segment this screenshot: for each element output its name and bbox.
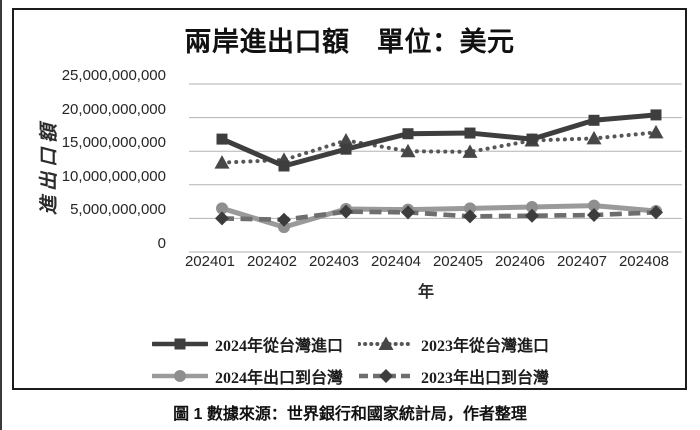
legend-marker-solid-circle-icon — [152, 370, 208, 382]
x-tick-label: 202403 — [308, 253, 360, 270]
y-tick-label: 25,000,000,000 — [61, 67, 166, 84]
legend-marker-dashed-diamond-icon — [359, 369, 413, 383]
legend-marker-dotted-triangle-icon — [358, 336, 414, 350]
legend-label-2023-import: 2023年從台灣進口 — [421, 338, 550, 355]
y-tick-label: 0 — [157, 235, 166, 252]
legend-label-2024-export: 2024年出口到台灣 — [215, 370, 344, 387]
y-tick-label: 5,000,000,000 — [70, 201, 166, 219]
x-tick-label: 202401 — [184, 253, 236, 270]
line-chart-plot-area — [189, 83, 682, 253]
figure-caption: 圖 1 數據來源：世界銀行和國家統計局，作者整理 — [173, 406, 527, 423]
y-axis-tick-labels: 25,000,000,000 20,000,000,000 15,000,000,0… — [42, 10, 166, 310]
legend-item-2024-export: 2024年出口到台灣 — [152, 362, 358, 390]
y-tick-label: 15,000,000,000 — [61, 134, 166, 152]
x-tick-label: 202406 — [494, 253, 546, 270]
chart-legend: 2024年從台灣進口 2023年從台灣進口 2024年出口到台灣 2023年出口… — [152, 330, 549, 390]
x-tick-label: 202405 — [432, 253, 484, 270]
legend-item-2023-import: 2023年從台灣進口 — [358, 330, 549, 358]
x-tick-label: 202407 — [556, 253, 608, 270]
x-tick-label: 202402 — [246, 253, 298, 270]
x-axis-tick-labels: 202401 202402 202403 202404 202405 202406 2024… — [14, 253, 700, 271]
y-tick-label: 10,000,000,000 — [61, 167, 166, 185]
chart-frame: 兩岸進出口額 單位：美元 進出口額 25,000,000,000 20,000,0… — [12, 8, 687, 390]
x-tick-label: 202408 — [618, 253, 670, 270]
legend-label-2023-export: 2023年出口到台灣 — [421, 370, 550, 387]
chart-title: 兩岸進出口額 單位：美元 — [184, 27, 515, 57]
legend-item-2023-export: 2023年出口到台灣 — [358, 362, 549, 390]
legend-marker-solid-square-icon — [152, 338, 208, 350]
x-axis-title: 年 — [417, 284, 434, 301]
x-tick-label: 202404 — [370, 253, 422, 270]
y-tick-label: 20,000,000,000 — [61, 100, 166, 118]
legend-label-2024-import: 2024年從台灣進口 — [215, 338, 344, 355]
page-edge-line — [0, 0, 2, 430]
legend-item-2024-import: 2024年從台灣進口 — [152, 330, 358, 358]
